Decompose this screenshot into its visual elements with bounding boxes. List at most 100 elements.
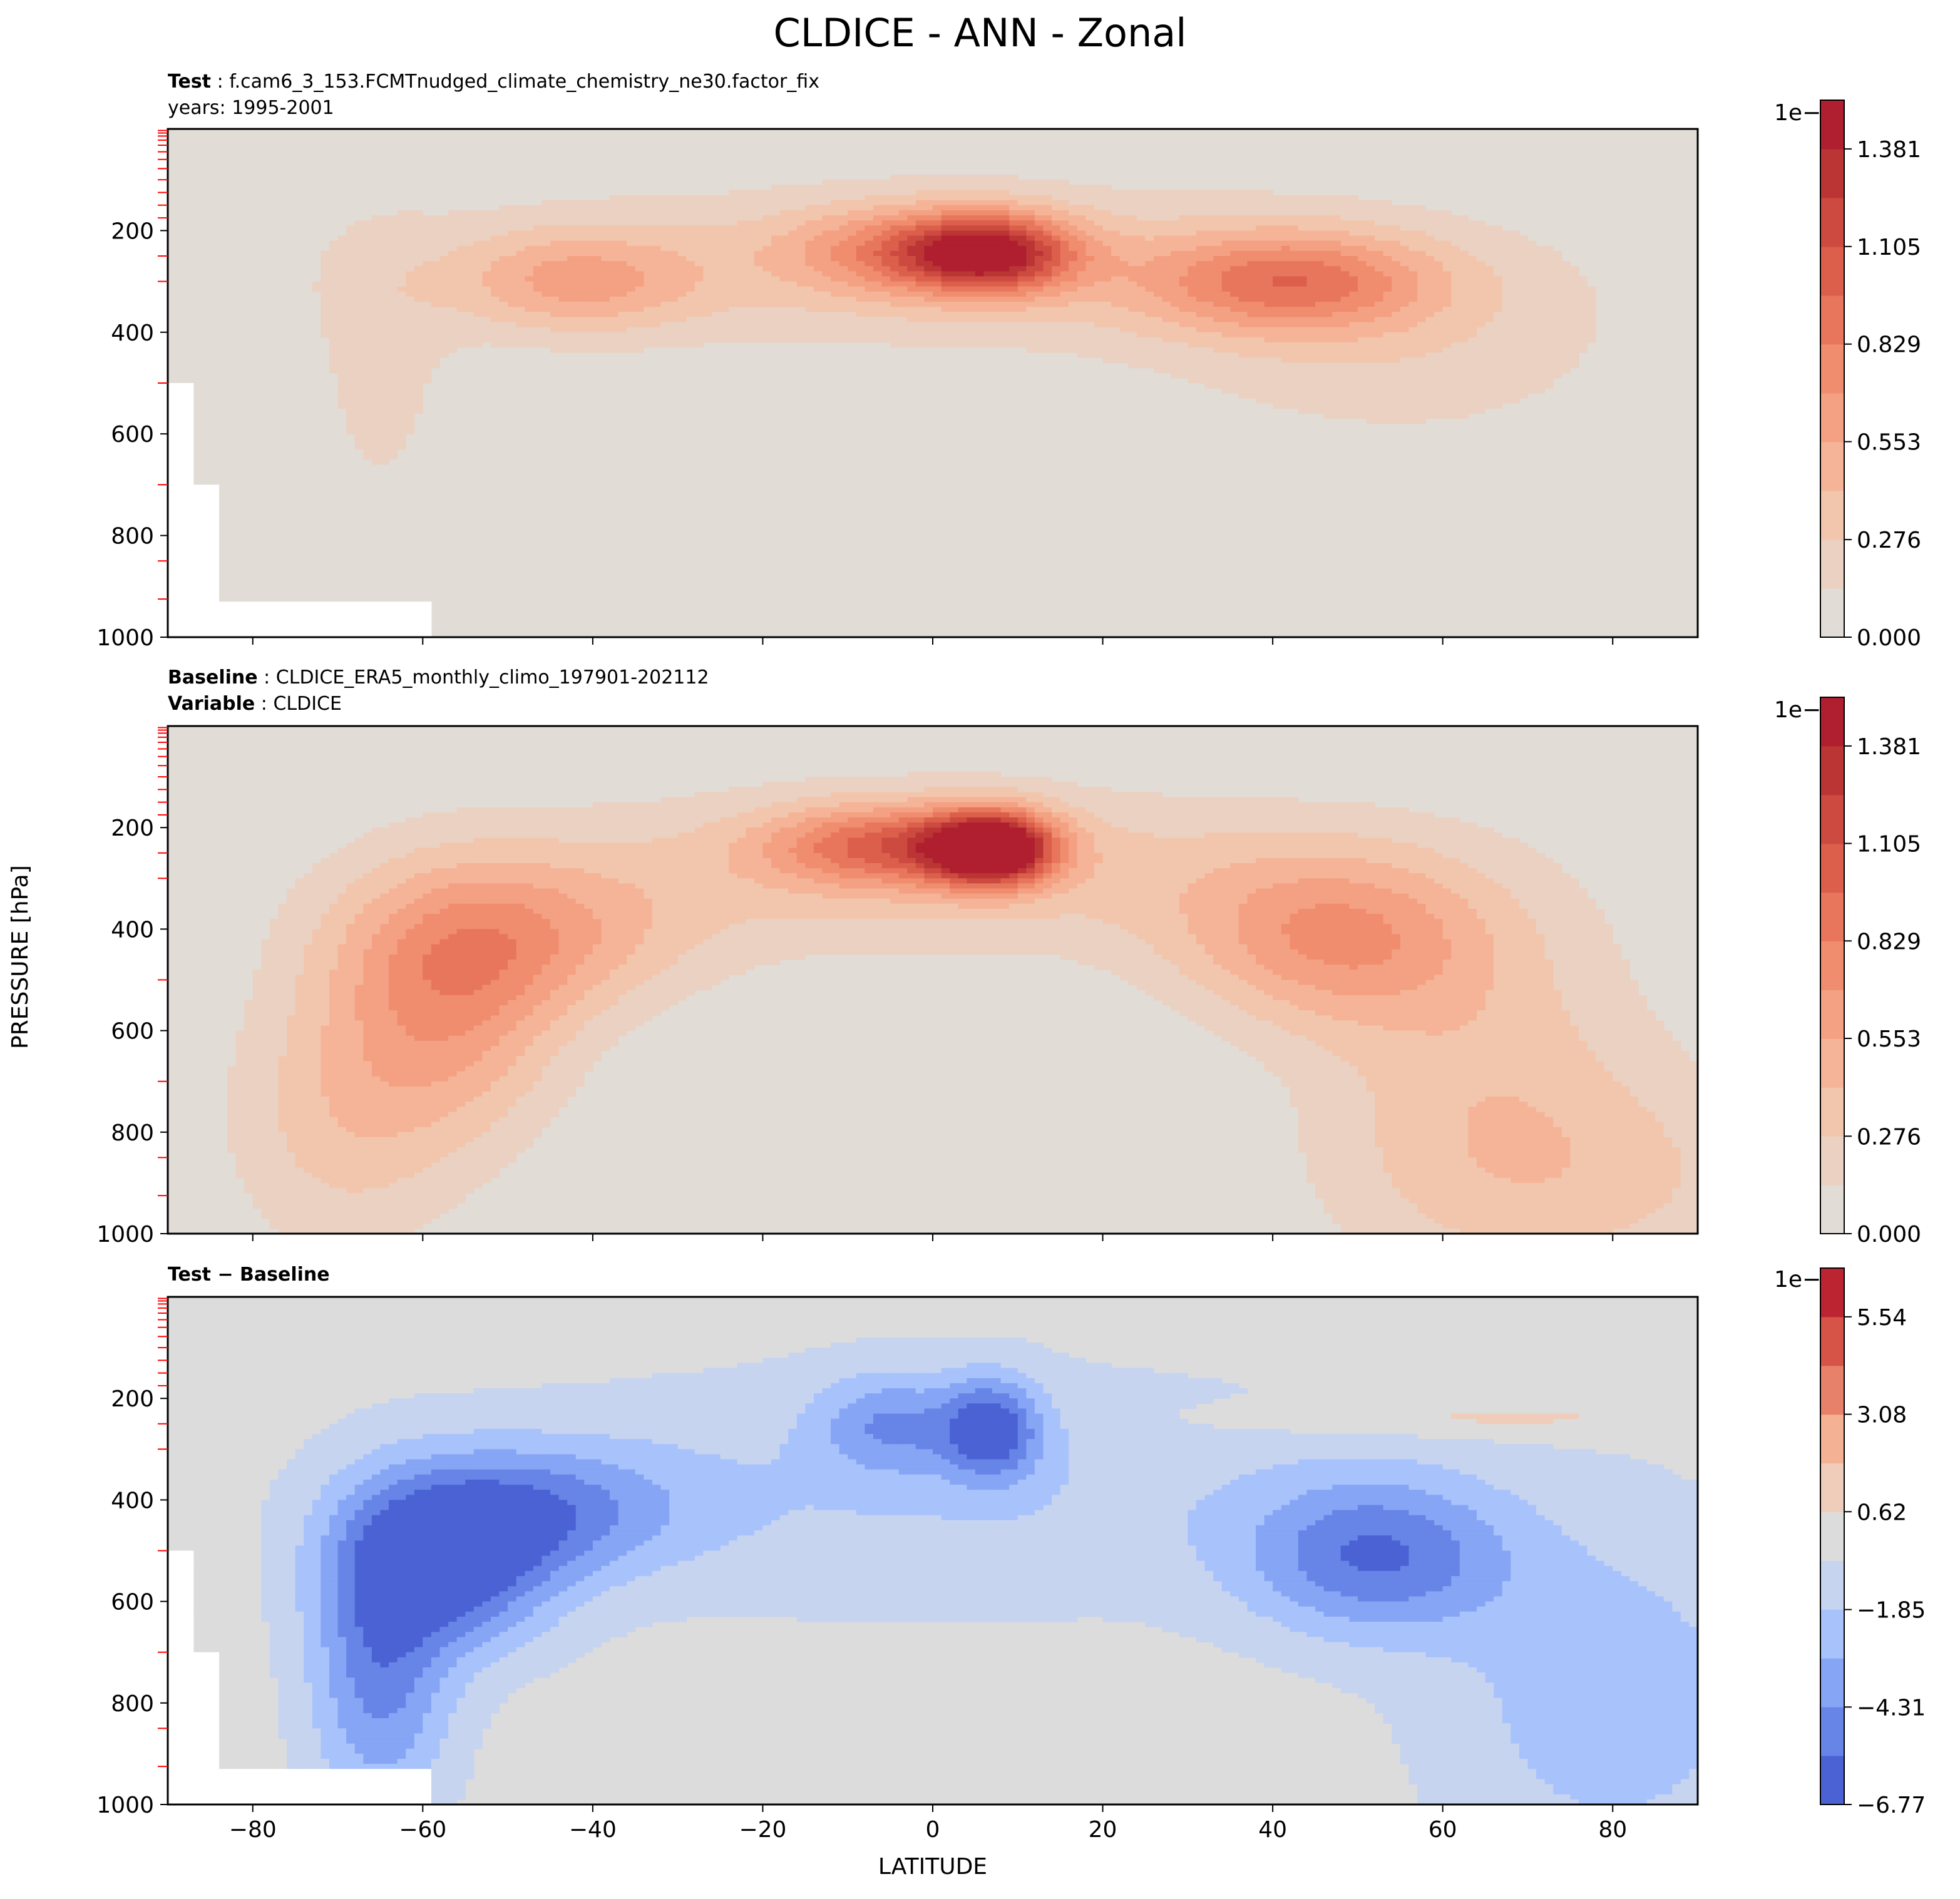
heatmap-cell [1162,240,1171,247]
heatmap-cell [1034,245,1044,252]
heatmap-cell [439,297,449,302]
heatmap-cell [1459,286,1469,292]
heatmap-cell [558,210,568,216]
heatmap-cell [1536,312,1546,317]
heatmap-cell [1043,261,1052,267]
heatmap-cell [762,205,772,211]
heatmap-cell [1357,342,1367,348]
heatmap-cell [703,256,712,262]
heatmap-cell [1017,327,1027,333]
heatmap-cell [567,271,577,277]
heatmap-cell [992,220,1002,226]
heatmap-cell [1392,347,1401,353]
heatmap-cell [729,220,738,226]
heatmap-cell [950,190,959,196]
heatmap-cell [1238,240,1248,247]
heatmap-cell [575,297,585,302]
heatmap-cell [686,205,695,211]
heatmap-cell [508,250,517,257]
heatmap-cell [601,225,610,231]
heatmap-cell [1383,322,1392,328]
heatmap-cell [1264,393,1273,399]
heatmap-cell [406,266,415,272]
heatmap-cell [1188,235,1197,242]
heatmap-cell [1306,332,1316,338]
heatmap-cell [482,261,491,267]
heatmap-cell [796,205,806,211]
heatmap-cell [839,250,848,257]
heatmap-cell [1451,362,1460,369]
heatmap-cell [558,266,568,272]
heatmap-cell [712,210,721,216]
heatmap-cell [1043,256,1052,262]
heatmap-cell [1273,276,1282,282]
heatmap-cell [1238,205,1248,211]
heatmap-cell [1179,307,1188,312]
heatmap-cell [933,185,942,190]
heatmap-cell [1119,332,1129,338]
heatmap-cell [703,225,712,231]
heatmap-cell [1400,245,1409,252]
heatmap-cell [1375,362,1384,369]
heatmap-cell [762,250,772,257]
heatmap-cell [1536,256,1546,262]
heatmap-cell [746,327,755,333]
heatmap-cell [448,332,458,338]
heatmap-cell [1213,327,1223,333]
heatmap-cell [1366,225,1375,231]
heatmap-cell [967,225,976,231]
heatmap-cell [754,261,764,267]
heatmap-cell [1043,205,1052,211]
heatmap-cell [1102,297,1112,302]
heatmap-cell [525,261,534,267]
heatmap-cell [168,388,177,394]
heatmap-cell [958,175,967,180]
heatmap-cell [525,286,534,292]
heatmap-cell [1188,317,1197,323]
heatmap-cell [1094,235,1104,242]
heatmap-cell [1417,230,1427,237]
heatmap-cell [1179,302,1188,307]
heatmap-cell [1485,307,1494,312]
heatmap-cell [1196,367,1206,374]
heatmap-cell [380,297,389,302]
heatmap-cell [1366,347,1375,353]
heatmap-cell [915,200,925,206]
heatmap-cell [1171,276,1180,282]
heatmap-cell [584,312,593,317]
heatmap-cell [1519,337,1529,343]
heatmap-cell [1383,337,1392,343]
heatmap-cell [822,332,831,338]
heatmap-cell [1332,256,1342,262]
heatmap-cell [1221,312,1231,317]
heatmap-cell [1136,281,1146,287]
heatmap-cell [1375,245,1384,252]
heatmap-cell [1477,225,1486,231]
heatmap-cell [1425,240,1435,247]
heatmap-cell [1179,337,1188,343]
heatmap-cell [967,322,976,328]
heatmap-cell [1230,266,1239,272]
heatmap-cell [1085,235,1095,242]
heatmap-cell [1494,297,1503,302]
heatmap-cell [822,245,831,252]
heatmap-cell [813,220,823,226]
heatmap-cell [1494,322,1503,328]
heatmap-cell [1315,261,1325,267]
heatmap-cell [389,342,398,348]
heatmap-cell [575,281,585,287]
heatmap-cell [431,312,441,317]
heatmap-cell [448,312,458,317]
heatmap-cell [1315,357,1325,364]
heatmap-cell [771,250,781,257]
heatmap-cell [762,215,772,221]
heatmap-cell [1213,281,1223,287]
heatmap-cell [805,281,814,287]
heatmap-cell [720,281,729,287]
heatmap-cell [669,205,679,211]
heatmap-cell [1009,261,1018,267]
heatmap-cell [346,332,356,338]
heatmap-cell [1128,337,1137,343]
heatmap-cell [890,276,900,282]
heatmap-cell [397,357,406,364]
